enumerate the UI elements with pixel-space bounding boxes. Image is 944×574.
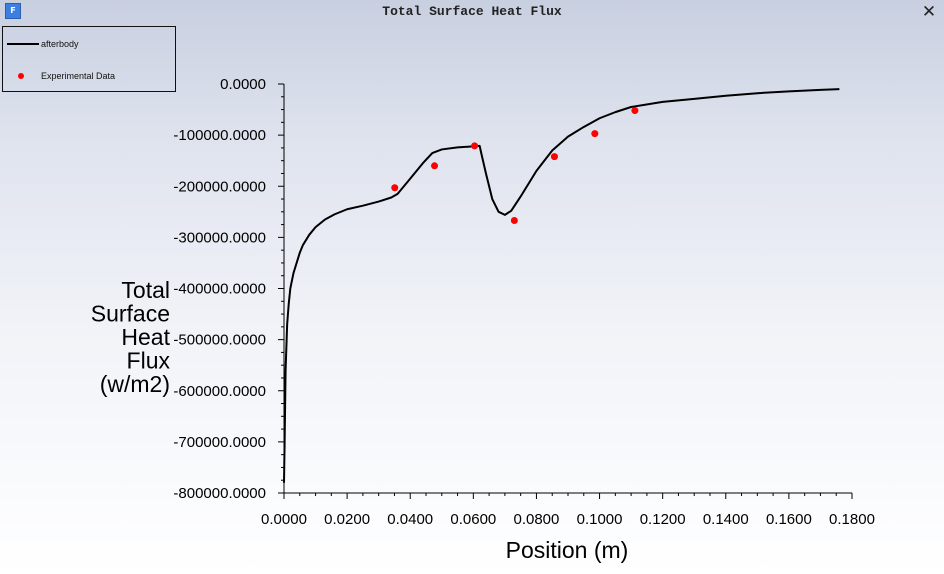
y-tick-label: -100000.0000: [173, 127, 266, 144]
window-title: Total Surface Heat Flux: [382, 4, 562, 19]
experimental-data-point: [550, 153, 558, 161]
experimental-data-point: [391, 184, 399, 192]
y-tick-label: -600000.0000: [173, 383, 266, 400]
close-icon[interactable]: ✕: [921, 2, 937, 22]
experimental-data-point: [631, 107, 639, 115]
ticks: 0.0000 0.0200 0.0400 0.0600 0.0800 0.1000 0.12…: [173, 76, 875, 528]
x-tick-label: 0.0200: [324, 511, 370, 528]
experimental-data-point: [591, 130, 599, 138]
series-line-afterbody: [283, 88, 840, 483]
y-axis-title-line: Total: [121, 277, 170, 303]
x-tick-label: 0.0000: [261, 511, 307, 528]
experimental-data-point: [431, 162, 439, 170]
x-tick-label: 0.1200: [640, 511, 686, 528]
app-icon: F: [5, 3, 21, 19]
axes: [283, 84, 852, 494]
y-tick-label: -200000.0000: [173, 178, 266, 195]
y-axis-title-line: Flux: [127, 348, 171, 374]
y-tick-label: 0.0000: [220, 76, 266, 93]
y-axis-title-line: Surface: [91, 301, 170, 327]
y-tick-label: -500000.0000: [173, 332, 266, 349]
legend-item-experimental-data: Experimental Data: [3, 69, 173, 83]
y-tick-label: -800000.0000: [173, 485, 266, 502]
x-tick-label: 0.1400: [703, 511, 749, 528]
y-axis-title: Total Surface Heat Flux (w/m2): [91, 277, 171, 397]
x-tick-label: 0.0800: [513, 511, 559, 528]
y-axis-title-line: (w/m2): [100, 371, 170, 397]
legend-label: afterbody: [41, 39, 79, 49]
y-axis-title-line: Heat: [121, 324, 170, 350]
legend: afterbody Experimental Data: [2, 26, 176, 92]
y-tick-label: -700000.0000: [173, 434, 266, 451]
series-layer: [283, 88, 840, 483]
legend-item-afterbody: afterbody: [3, 37, 173, 51]
legend-line-swatch: [7, 43, 39, 45]
experimental-data-point: [471, 142, 479, 150]
y-tick-label: -400000.0000: [173, 281, 266, 298]
x-tick-label: 0.0400: [387, 511, 433, 528]
x-tick-label: 0.1600: [766, 511, 812, 528]
x-tick-label: 0.1000: [577, 511, 623, 528]
y-tick-label: -300000.0000: [173, 229, 266, 246]
legend-dot-swatch: [18, 73, 24, 79]
x-tick-label: 0.0600: [450, 511, 496, 528]
x-axis-title: Position (m): [506, 537, 629, 563]
x-tick-label: 0.1800: [829, 511, 875, 528]
legend-label: Experimental Data: [41, 71, 116, 81]
experimental-data-point: [510, 217, 518, 225]
